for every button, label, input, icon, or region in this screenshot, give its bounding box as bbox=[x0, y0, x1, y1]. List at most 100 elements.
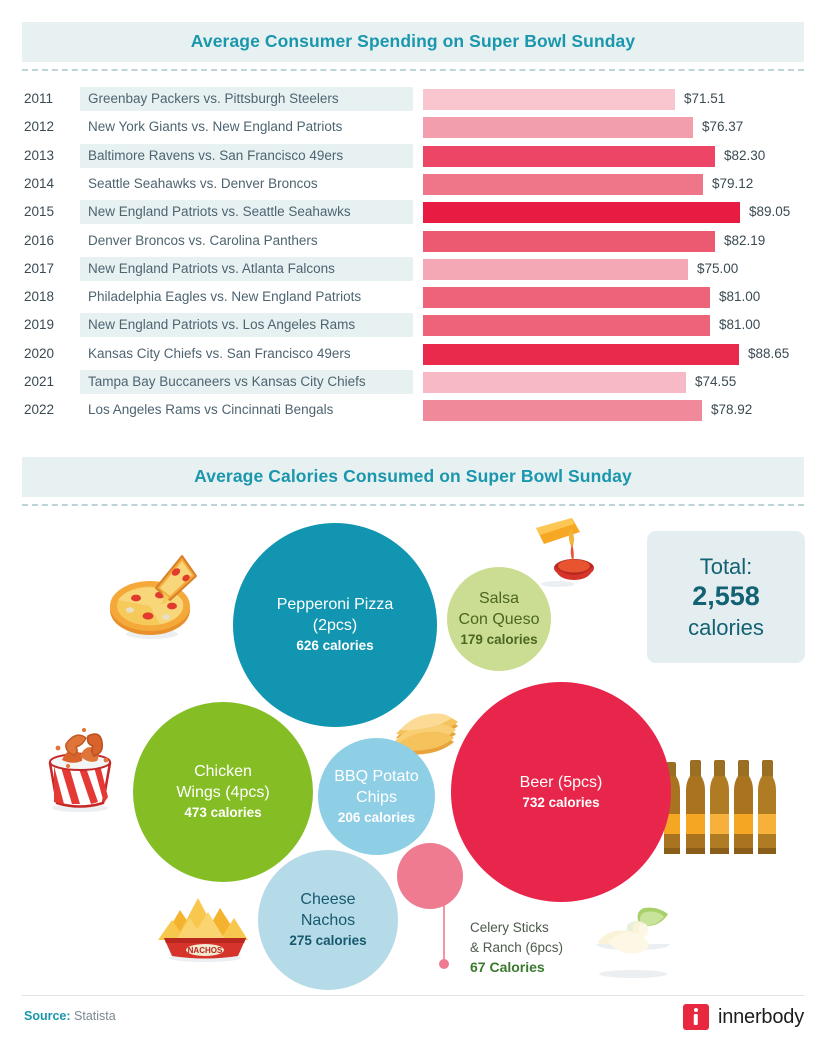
footer-divider bbox=[22, 995, 804, 996]
bar-matchup: New York Giants vs. New England Patriots bbox=[88, 119, 343, 135]
bar-value-label: $89.05 bbox=[749, 204, 791, 220]
wings-icon bbox=[32, 708, 128, 813]
bubble-calories: 626 calories bbox=[296, 638, 374, 654]
bubble-beer[interactable]: Beer (5pcs) 732 calories bbox=[451, 682, 671, 902]
bar-year: 2013 bbox=[24, 147, 55, 163]
total-calories-card: Total: 2,558 calories bbox=[647, 531, 805, 663]
bar[interactable] bbox=[423, 400, 702, 422]
bubble-label: BBQ Potato bbox=[334, 767, 419, 785]
celery-label: Celery Sticks bbox=[470, 920, 549, 935]
bar-year: 2014 bbox=[24, 175, 55, 191]
bar-value-label: $74.55 bbox=[695, 374, 737, 389]
bar-year: 2016 bbox=[24, 232, 55, 248]
bar[interactable] bbox=[423, 372, 686, 393]
bar[interactable] bbox=[423, 230, 715, 252]
bar-matchup: Kansas City Chiefs vs. San Francisco 49e… bbox=[88, 345, 351, 361]
bar[interactable] bbox=[423, 89, 675, 110]
bar-matchup: Los Angeles Rams vs Cincinnati Bengals bbox=[88, 402, 334, 418]
total-value: 2,558 bbox=[692, 581, 760, 612]
match-highlight-band bbox=[80, 256, 413, 281]
innerbody-mark-icon bbox=[682, 1004, 709, 1030]
innerbody-logo[interactable]: innerbody bbox=[682, 1004, 804, 1030]
bubble-label: Pepperoni Pizza bbox=[276, 596, 394, 614]
bar-year: 2011 bbox=[24, 91, 54, 106]
bar-row: 2015 New England Patriots vs. Seattle Sea… bbox=[0, 198, 826, 226]
bubble-chicken-wings[interactable]: Chicken Wings (4pcs) 473 calories bbox=[133, 702, 313, 882]
bar-row: 2021 Tampa Bay Buccaneers vs Kansas City … bbox=[0, 368, 826, 396]
celery-callout: Celery Sticks & Ranch (6pcs) 67 Calories bbox=[470, 918, 563, 977]
calories-divider bbox=[22, 504, 804, 506]
bar-year: 2018 bbox=[24, 289, 55, 305]
bar[interactable] bbox=[423, 315, 710, 337]
bubble-calories: 275 calories bbox=[289, 933, 367, 949]
bar-value-label: $71.51 bbox=[684, 91, 726, 106]
bar[interactable] bbox=[423, 173, 703, 195]
bubble-salsa-con-queso[interactable]: Salsa Con Queso 179 calories bbox=[447, 567, 551, 671]
bar[interactable] bbox=[423, 258, 688, 280]
celery-leader-line bbox=[439, 900, 449, 969]
source-credit: Source: Statista bbox=[24, 1009, 116, 1023]
total-unit: calories bbox=[688, 614, 764, 640]
bar-row: 2019 New England Patriots vs. Los Angeles… bbox=[0, 311, 826, 339]
bar[interactable] bbox=[423, 343, 739, 365]
celery-calories: 67 Calories bbox=[470, 959, 545, 976]
bar-matchup: Tampa Bay Buccaneers vs Kansas City Chie… bbox=[88, 374, 366, 389]
bubble-qty: Chips bbox=[356, 788, 397, 806]
bubble-label: Salsa bbox=[478, 590, 520, 608]
pizza-icon bbox=[104, 548, 204, 643]
bar[interactable] bbox=[423, 117, 693, 139]
bar-matchup: Seattle Seahawks vs. Denver Broncos bbox=[88, 175, 318, 191]
bar-year: 2012 bbox=[24, 119, 55, 135]
bar-value-label: $75.00 bbox=[697, 260, 739, 276]
bar-row: 2012 New York Giants vs. New England Patr… bbox=[0, 113, 826, 141]
bar-year: 2019 bbox=[24, 317, 55, 333]
bar-matchup: Philadelphia Eagles vs. New England Patr… bbox=[88, 289, 362, 305]
calories-title: Average Calories Consumed on Super Bowl … bbox=[194, 466, 632, 486]
bar-row: 2022 Los Angeles Rams vs Cincinnati Benga… bbox=[0, 396, 826, 424]
bar-row: 2011 Greenbay Packers vs. Pittsburgh Stee… bbox=[0, 85, 826, 113]
total-label: Total: bbox=[699, 553, 753, 579]
bubble-qty: Con Queso bbox=[458, 611, 540, 629]
bar-year: 2017 bbox=[24, 260, 55, 276]
svg-text:NACHOS: NACHOS bbox=[188, 946, 223, 955]
bar-matchup: New England Patriots vs. Seattle Seahawk… bbox=[88, 204, 351, 220]
bar[interactable] bbox=[423, 287, 710, 309]
bar-value-label: $88.65 bbox=[748, 345, 790, 361]
bar-row: 2013 Baltimore Ravens vs. San Francisco 4… bbox=[0, 142, 826, 170]
bar-year: 2015 bbox=[24, 204, 55, 220]
bubble-bbq-potato-chips[interactable]: BBQ Potato Chips 206 calories bbox=[318, 738, 435, 855]
bubble-calories: 473 calories bbox=[184, 805, 262, 821]
source-label: Source: bbox=[24, 1009, 71, 1023]
beer-icon bbox=[664, 752, 784, 862]
bar-matchup: Baltimore Ravens vs. San Francisco 49ers bbox=[88, 147, 344, 163]
bubble-calories: 732 calories bbox=[522, 794, 600, 810]
bubble-pepperoni-pizza[interactable]: Pepperoni Pizza (2pcs) 626 calories bbox=[233, 523, 437, 727]
nachos-icon: NACHOS bbox=[150, 890, 260, 962]
bar-matchup: New England Patriots vs. Atlanta Falcons bbox=[88, 260, 335, 276]
bubble-label: Beer (5pcs) bbox=[519, 773, 603, 791]
spending-divider bbox=[22, 69, 804, 71]
spending-title: Average Consumer Spending on Super Bowl … bbox=[190, 31, 636, 51]
bar[interactable] bbox=[423, 202, 740, 224]
bar-matchup: New England Patriots vs. Los Angeles Ram… bbox=[88, 317, 356, 333]
bar-row: 2016 Denver Broncos vs. Carolina Panthers… bbox=[0, 227, 826, 255]
bubble-celery-sticks[interactable] bbox=[397, 843, 463, 909]
bar-matchup: Greenbay Packers vs. Pittsburgh Steelers bbox=[88, 91, 339, 106]
queso-icon bbox=[528, 516, 600, 588]
bar-row: 2020 Kansas City Chiefs vs. San Francisco… bbox=[0, 340, 826, 368]
innerbody-wordmark: innerbody bbox=[717, 1005, 804, 1028]
bubble-cheese-nachos[interactable]: Cheese Nachos 275 calories bbox=[258, 850, 398, 990]
celery-qty: & Ranch (6pcs) bbox=[470, 939, 564, 955]
bar-year: 2021 bbox=[24, 374, 55, 389]
match-highlight-band bbox=[80, 200, 413, 225]
bar-value-label: $81.00 bbox=[719, 289, 761, 305]
bar-year: 2022 bbox=[24, 402, 55, 418]
bubble-qty: Wings (4pcs) bbox=[176, 784, 270, 802]
calories-section-banner: Average Calories Consumed on Super Bowl … bbox=[22, 457, 804, 497]
bar-matchup: Denver Broncos vs. Carolina Panthers bbox=[88, 232, 318, 248]
bar-year: 2020 bbox=[24, 345, 55, 361]
bar-value-label: $78.92 bbox=[711, 402, 753, 418]
bar-row: 2017 New England Patriots vs. Atlanta Fal… bbox=[0, 255, 826, 283]
bar[interactable] bbox=[423, 145, 715, 167]
